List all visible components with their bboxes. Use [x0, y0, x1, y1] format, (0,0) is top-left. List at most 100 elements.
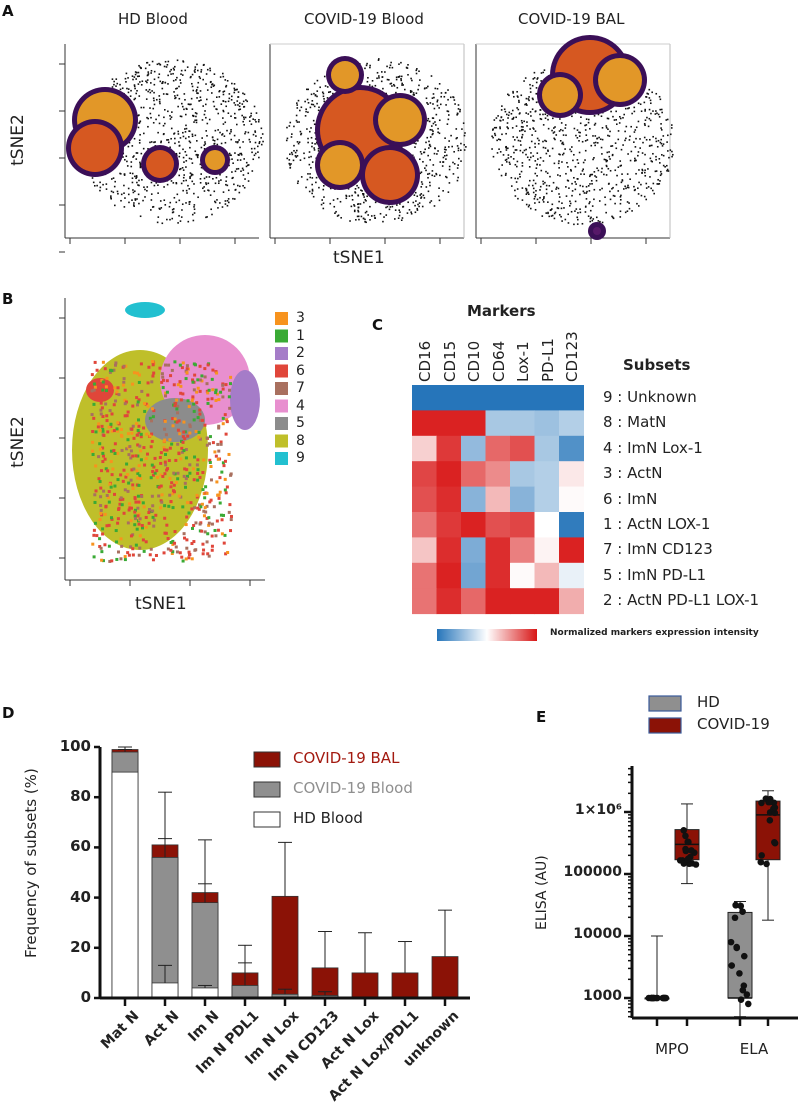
cell-point [438, 132, 441, 135]
cell-point [119, 83, 121, 86]
cluster-7-point [126, 489, 130, 493]
cell-point [339, 200, 342, 203]
cell-point [633, 110, 636, 113]
cluster-3-point [123, 398, 127, 402]
cluster-7-point [131, 424, 135, 428]
data-point [731, 914, 739, 922]
cell-point [180, 115, 183, 118]
cell-point [505, 149, 508, 151]
cell-point [528, 204, 531, 206]
cell-point [134, 71, 137, 73]
cluster-6-point [151, 469, 155, 473]
cell-point [552, 132, 555, 134]
cell-point [416, 207, 418, 210]
cell-point [647, 168, 649, 170]
cell-point [203, 177, 206, 180]
heatmap-cell [412, 512, 437, 538]
cell-point [584, 124, 586, 127]
cell-point [665, 164, 668, 167]
cell-point [456, 112, 459, 115]
cluster-1-point [161, 386, 165, 390]
cell-point [588, 190, 591, 192]
cell-point [499, 151, 502, 153]
cluster-6-point [102, 454, 106, 458]
cell-point [329, 202, 332, 205]
heatmap-cell [559, 385, 584, 411]
cell-point [576, 223, 579, 225]
cell-point [495, 126, 498, 129]
cluster-3-point [215, 371, 219, 375]
cell-point [569, 202, 572, 205]
cell-point [133, 137, 136, 140]
cell-point [591, 205, 594, 207]
cell-point [432, 130, 434, 133]
cell-point [436, 153, 438, 155]
cell-point [311, 161, 314, 163]
cell-point [228, 164, 230, 167]
cell-point [378, 58, 380, 60]
cell-point [186, 192, 188, 194]
cell-point [194, 150, 197, 153]
cell-point [574, 200, 577, 203]
cell-point [195, 112, 198, 115]
cell-point [322, 92, 325, 95]
cell-point [133, 98, 136, 101]
cell-point [258, 142, 261, 145]
cell-point [558, 160, 560, 162]
cluster-6-point [169, 500, 173, 504]
cluster-3-point [206, 391, 210, 395]
cell-point [429, 136, 432, 138]
cluster-6-point [171, 489, 175, 493]
cell-point [239, 159, 242, 161]
cell-point [624, 139, 626, 142]
cell-point [185, 179, 187, 182]
data-point [648, 994, 655, 1002]
cluster-6-point [223, 459, 227, 463]
cell-point [237, 96, 239, 98]
cell-point [166, 218, 168, 221]
cell-point [125, 155, 128, 158]
cell-point [308, 163, 311, 166]
cluster-3-point [220, 532, 224, 536]
cell-point [609, 158, 611, 160]
cluster-7-point [112, 368, 116, 372]
cluster-6-point [115, 392, 119, 396]
cluster-3-point [135, 422, 139, 426]
cell-point [171, 111, 173, 113]
cell-point [616, 174, 618, 177]
cell-point [551, 214, 554, 217]
cell-point [547, 118, 549, 121]
cell-point [634, 157, 636, 160]
cell-point [555, 186, 558, 189]
cell-point [220, 179, 222, 181]
cell-point [566, 161, 568, 164]
cell-point [225, 180, 227, 183]
cluster-6-point [131, 404, 135, 408]
cell-point [406, 212, 409, 214]
legend-label: COVID-19 BAL [293, 749, 400, 767]
cell-point [634, 129, 637, 131]
cell-point [135, 176, 138, 178]
cell-point [110, 195, 112, 197]
cell-point [313, 147, 315, 149]
cluster-1-point [151, 415, 155, 419]
cell-point [387, 79, 390, 81]
cluster-7-point [205, 504, 209, 508]
cell-point [150, 193, 153, 195]
cell-point [131, 181, 134, 184]
cell-point [205, 182, 207, 184]
cell-point [137, 193, 140, 196]
legend-label-cluster-2: 2 [296, 345, 305, 361]
cell-point [248, 120, 251, 122]
cell-point [629, 159, 632, 162]
heatmap-column-label: CD123 [563, 331, 581, 382]
cluster-7-point [198, 418, 202, 422]
cell-point [539, 113, 541, 116]
cell-point [182, 156, 185, 159]
cell-point [431, 133, 434, 136]
cell-point [631, 112, 633, 115]
cell-point [584, 140, 587, 142]
cluster-6-point [179, 391, 183, 395]
heatmap-cell [534, 410, 560, 437]
cell-point [661, 154, 663, 156]
